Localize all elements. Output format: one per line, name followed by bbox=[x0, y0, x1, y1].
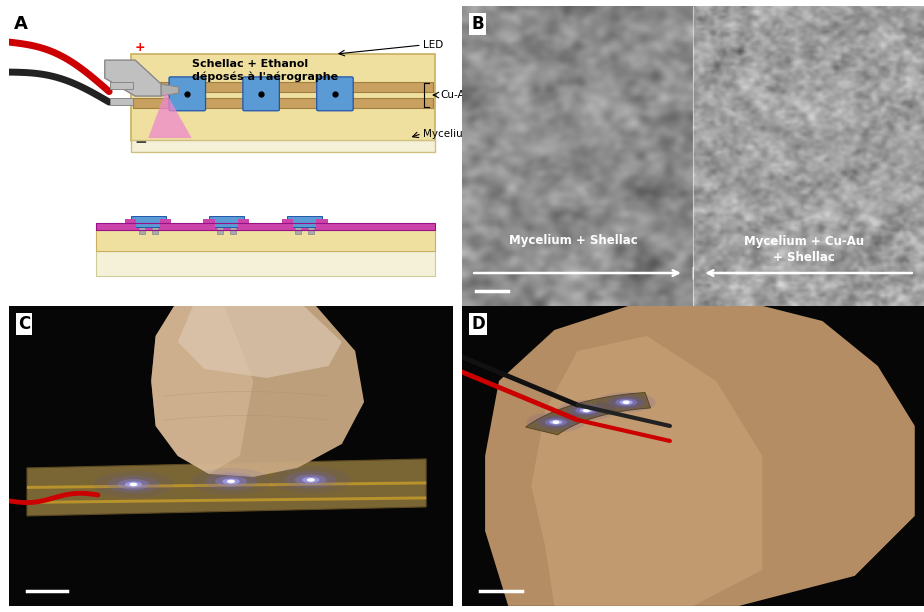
Ellipse shape bbox=[107, 476, 159, 493]
Text: C: C bbox=[18, 315, 30, 333]
Polygon shape bbox=[152, 300, 253, 474]
Polygon shape bbox=[177, 300, 342, 378]
Bar bbox=[230, 223, 236, 234]
Ellipse shape bbox=[117, 479, 150, 490]
Polygon shape bbox=[526, 392, 650, 435]
Text: Cu-Au: Cu-Au bbox=[440, 90, 471, 100]
Polygon shape bbox=[161, 84, 178, 96]
Bar bbox=[133, 99, 432, 108]
Ellipse shape bbox=[620, 400, 633, 405]
Ellipse shape bbox=[553, 420, 559, 424]
Text: −: − bbox=[134, 135, 147, 150]
Bar bbox=[96, 223, 435, 230]
Bar bbox=[110, 99, 132, 105]
Text: B: B bbox=[471, 15, 484, 33]
Ellipse shape bbox=[307, 478, 315, 482]
Ellipse shape bbox=[93, 471, 174, 498]
Ellipse shape bbox=[557, 400, 616, 420]
Ellipse shape bbox=[568, 404, 605, 417]
Ellipse shape bbox=[576, 406, 598, 414]
Ellipse shape bbox=[271, 466, 351, 493]
Bar bbox=[308, 223, 314, 234]
Text: A: A bbox=[14, 15, 28, 33]
Ellipse shape bbox=[545, 419, 567, 426]
Polygon shape bbox=[27, 496, 426, 504]
Ellipse shape bbox=[527, 412, 586, 433]
Bar bbox=[133, 82, 432, 92]
Bar bbox=[96, 250, 435, 276]
Ellipse shape bbox=[205, 472, 257, 490]
Ellipse shape bbox=[302, 477, 320, 483]
Ellipse shape bbox=[227, 480, 235, 483]
Polygon shape bbox=[104, 60, 161, 96]
Bar bbox=[139, 223, 145, 234]
Ellipse shape bbox=[129, 483, 138, 486]
Bar bbox=[295, 223, 301, 234]
Polygon shape bbox=[152, 300, 364, 477]
Bar bbox=[110, 82, 132, 89]
Ellipse shape bbox=[295, 474, 327, 485]
Polygon shape bbox=[125, 219, 137, 230]
FancyBboxPatch shape bbox=[243, 77, 279, 111]
Ellipse shape bbox=[215, 476, 247, 487]
Ellipse shape bbox=[125, 482, 142, 487]
Polygon shape bbox=[160, 219, 171, 230]
Ellipse shape bbox=[583, 409, 590, 412]
Bar bbox=[209, 216, 244, 227]
Polygon shape bbox=[282, 219, 293, 230]
Bar bbox=[152, 223, 158, 234]
Ellipse shape bbox=[549, 420, 563, 425]
FancyBboxPatch shape bbox=[317, 77, 353, 111]
Text: Mycelium + Cu-Au
+ Shellac: Mycelium + Cu-Au + Shellac bbox=[744, 234, 864, 264]
Ellipse shape bbox=[608, 396, 645, 409]
Bar bbox=[217, 223, 223, 234]
Ellipse shape bbox=[538, 416, 575, 428]
Polygon shape bbox=[27, 459, 426, 516]
Ellipse shape bbox=[579, 408, 593, 412]
Text: +: + bbox=[134, 41, 145, 54]
Bar bbox=[96, 223, 435, 230]
Polygon shape bbox=[485, 300, 915, 606]
Text: LED: LED bbox=[422, 40, 443, 50]
Ellipse shape bbox=[623, 400, 629, 404]
Text: |: | bbox=[691, 266, 695, 280]
Bar bbox=[287, 216, 322, 227]
Text: Mycelium + Shellac: Mycelium + Shellac bbox=[508, 234, 638, 247]
Ellipse shape bbox=[597, 392, 656, 412]
Bar bbox=[131, 216, 165, 227]
Ellipse shape bbox=[615, 398, 638, 406]
Polygon shape bbox=[27, 482, 426, 489]
Polygon shape bbox=[238, 219, 249, 230]
Text: D: D bbox=[471, 315, 485, 333]
Ellipse shape bbox=[191, 468, 271, 495]
Ellipse shape bbox=[285, 471, 336, 489]
Bar bbox=[96, 230, 435, 250]
Polygon shape bbox=[316, 219, 328, 230]
Text: Mycelium: Mycelium bbox=[422, 130, 472, 140]
Polygon shape bbox=[531, 336, 762, 606]
Bar bbox=[131, 54, 435, 141]
Ellipse shape bbox=[222, 479, 240, 485]
Text: Schellac + Ethanol
déposés à l'aérographe: Schellac + Ethanol déposés à l'aérograph… bbox=[191, 59, 338, 82]
Bar bbox=[131, 140, 435, 152]
Polygon shape bbox=[148, 92, 191, 138]
Polygon shape bbox=[203, 219, 214, 230]
FancyBboxPatch shape bbox=[169, 77, 205, 111]
